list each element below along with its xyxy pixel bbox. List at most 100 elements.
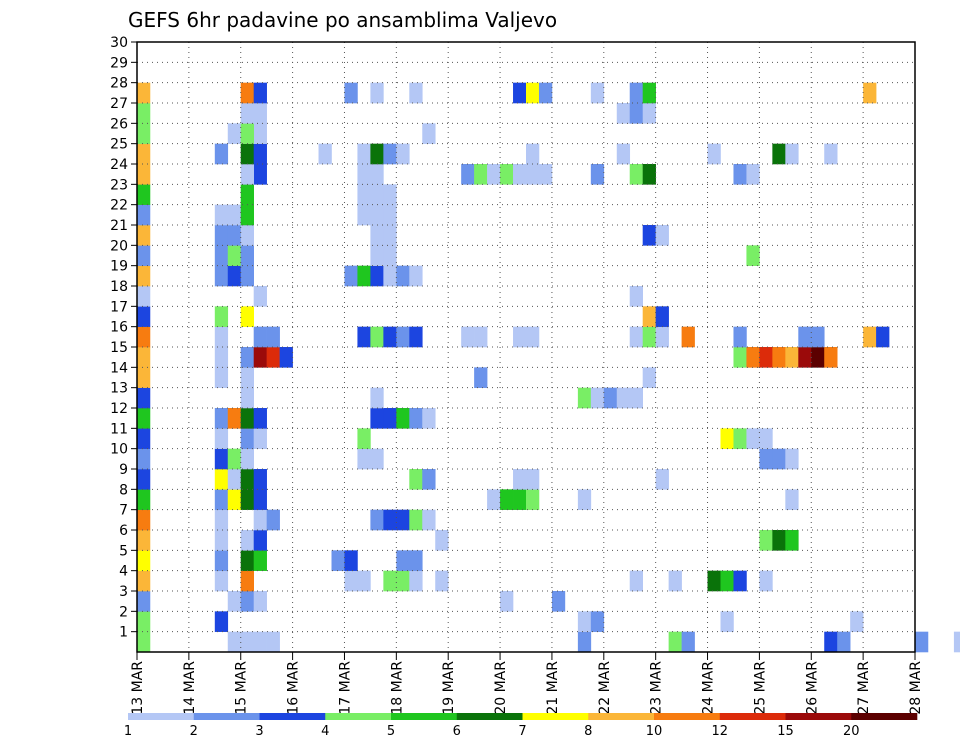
heatmap-cell: [422, 123, 436, 144]
heatmap-cell: [629, 286, 643, 307]
heatmap-cell: [318, 143, 332, 165]
heatmap-cell: [668, 631, 682, 653]
heatmap-cell: [357, 204, 371, 226]
heatmap-cell: [409, 265, 423, 287]
heatmap-cell: [785, 448, 799, 470]
heatmap-cell: [616, 103, 631, 124]
heatmap-cell: [214, 428, 229, 449]
heatmap-cell: [357, 570, 371, 592]
heatmap-cell: [720, 428, 734, 449]
heatmap-cell: [137, 428, 151, 449]
heatmap-cell: [137, 103, 151, 124]
heatmap-cell: [266, 347, 280, 368]
heatmap-cell: [253, 164, 267, 185]
y-tick-label: 19: [110, 259, 128, 275]
heatmap-cell: [551, 591, 566, 612]
legend-swatch: [654, 713, 721, 720]
heatmap-cell: [409, 550, 423, 571]
heatmap-cell: [227, 265, 242, 287]
heatmap-cell: [214, 469, 229, 490]
heatmap-cell: [538, 82, 553, 104]
heatmap-cell: [863, 326, 877, 348]
heatmap-cell: [435, 570, 449, 592]
x-tick-label: 21 MAR: [545, 661, 561, 715]
heatmap-cell: [474, 326, 488, 348]
heatmap-cell: [396, 509, 410, 531]
x-tick-label: 28 MAR: [908, 661, 924, 715]
legend-swatch: [719, 713, 786, 720]
heatmap-cell: [266, 509, 280, 531]
heatmap-cell: [137, 591, 151, 612]
chart-title: GEFS 6hr padavine po ansamblima Valjevo: [128, 8, 557, 32]
heatmap-cell: [850, 611, 864, 632]
heatmap-cell: [214, 530, 229, 551]
legend-label: 8: [584, 724, 592, 739]
heatmap-cell: [370, 164, 384, 185]
heatmap-cell: [629, 103, 643, 124]
heatmap-cell: [240, 530, 254, 551]
y-tick-label: 26: [110, 116, 128, 132]
heatmap-cell: [526, 469, 540, 490]
heatmap-cell: [240, 103, 254, 124]
heatmap-cell: [370, 245, 384, 266]
heatmap-cell: [240, 306, 254, 327]
heatmap-cell: [240, 428, 254, 449]
heatmap-cell: [357, 184, 371, 205]
x-tick-label: 24 MAR: [701, 661, 717, 715]
legend-label: 3: [255, 724, 263, 739]
heatmap-cell: [137, 509, 151, 531]
heatmap-cell: [642, 164, 656, 185]
heatmap-cell: [253, 143, 267, 165]
y-tick-label: 29: [110, 55, 128, 71]
heatmap-cell: [422, 408, 436, 429]
heatmap-cell: [240, 204, 254, 226]
heatmap-cell: [240, 387, 254, 409]
legend-label: 15: [777, 724, 794, 739]
heatmap-cell: [137, 326, 151, 348]
heatmap-cell: [824, 143, 838, 165]
heatmap-cell: [811, 347, 825, 368]
heatmap-cell: [137, 631, 151, 653]
heatmap-cell: [915, 631, 929, 653]
legend-swatch: [588, 713, 655, 720]
heatmap-cell: [526, 489, 540, 510]
heatmap-cell: [214, 347, 229, 368]
heatmap-cell: [253, 530, 267, 551]
x-tick-label: 19 MAR: [441, 661, 457, 715]
heatmap-cell: [616, 387, 631, 409]
heatmap-cell: [526, 164, 540, 185]
heatmap-cell: [253, 591, 267, 612]
y-tick-label: 2: [119, 604, 128, 620]
heatmap-cell: [383, 245, 397, 266]
y-tick-label: 15: [110, 340, 128, 356]
heatmap-cell: [655, 225, 669, 246]
heatmap-cell: [137, 143, 151, 165]
heatmap-cell: [461, 326, 475, 348]
heatmap-cell: [733, 347, 747, 368]
heatmap-cell: [266, 631, 280, 653]
heatmap-cell: [513, 82, 527, 104]
y-tick-label: 17: [110, 299, 128, 315]
y-tick-label: 7: [119, 503, 128, 519]
y-tick-label: 11: [110, 421, 128, 437]
x-tick-label: 27 MAR: [856, 661, 872, 715]
legend-label: 6: [453, 724, 461, 739]
heatmap-cell: [137, 469, 151, 490]
heatmap-cell: [240, 570, 254, 592]
heatmap-cell: [253, 326, 267, 348]
heatmap-cell: [733, 326, 747, 348]
x-tick-label: 13 MAR: [130, 661, 146, 715]
heatmap-cell: [253, 408, 267, 429]
y-tick-label: 10: [110, 442, 128, 458]
heatmap-cell: [474, 164, 488, 185]
heatmap-cell: [655, 469, 669, 490]
heatmap-cell: [253, 103, 267, 124]
legend-swatch: [325, 713, 392, 720]
heatmap-cell: [370, 265, 384, 287]
heatmap-cell: [733, 570, 747, 592]
heatmap-cell: [772, 530, 786, 551]
x-tick-label: 26 MAR: [804, 661, 820, 715]
y-tick-label: 1: [119, 625, 128, 641]
heatmap-cell: [629, 570, 643, 592]
